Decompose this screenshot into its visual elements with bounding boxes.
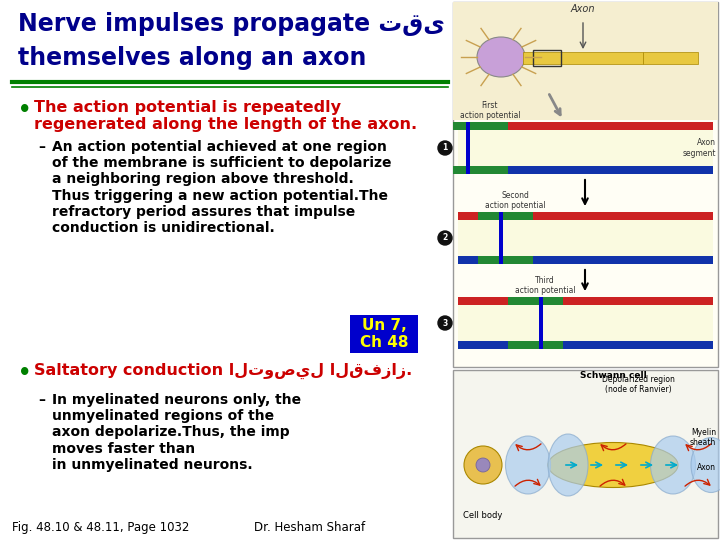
Bar [508,297,563,305]
Text: 3: 3 [442,319,448,327]
Text: In myelinated neurons only, the
unmyelinated regions of the
axon depolarize.Thus: In myelinated neurons only, the unmyelin… [52,393,301,472]
Bar [458,297,713,305]
Bar [458,341,713,349]
Ellipse shape [476,458,490,472]
Bar [453,122,508,130]
Text: First
action potential: First action potential [459,100,521,120]
Ellipse shape [464,446,502,484]
Bar [350,315,418,353]
Text: Saltatory conduction التوصيل القفزاز.: Saltatory conduction التوصيل القفزاز. [34,363,413,379]
Text: –: – [38,140,45,154]
Bar [458,212,713,220]
Text: Third
action potential: Third action potential [515,275,575,295]
Circle shape [438,231,452,245]
Bar [478,256,533,264]
Bar [453,2,718,120]
Text: Fig. 48.10 & 48.11, Page 1032: Fig. 48.10 & 48.11, Page 1032 [12,521,189,534]
Bar [458,122,713,174]
Text: •: • [18,100,32,120]
Text: Un 7,
Ch 48: Un 7, Ch 48 [360,318,408,350]
Bar [458,297,713,349]
Bar [643,52,698,64]
Text: The action potential is repeatedly
regenerated along the length of the axon.: The action potential is repeatedly regen… [34,100,417,132]
Bar [508,341,563,349]
Text: Schwann cell: Schwann cell [580,371,647,380]
Text: Axon: Axon [571,4,595,14]
Text: Second
action potential: Second action potential [485,191,545,210]
Bar [458,166,713,174]
Circle shape [438,141,452,155]
Text: Nerve impulses propagate تقى: Nerve impulses propagate تقى [18,12,445,36]
Bar [453,166,508,174]
Bar [458,122,713,130]
Text: 2: 2 [442,233,448,242]
Text: Depolarized region
(node of Ranvier): Depolarized region (node of Ranvier) [602,375,675,394]
Bar [523,52,643,64]
Bar [458,256,713,264]
Bar [453,2,718,367]
Ellipse shape [650,436,696,494]
Bar [539,297,543,349]
Bar [499,212,503,264]
Text: Cell body: Cell body [463,511,503,520]
Text: themselves along an axon: themselves along an axon [18,46,366,70]
Bar [466,122,470,174]
Text: 1: 1 [442,144,448,152]
Ellipse shape [691,437,720,492]
Text: –: – [38,393,45,407]
Text: An action potential achieved at one region
of the membrane is sufficient to depo: An action potential achieved at one regi… [52,140,392,235]
Text: •: • [18,363,32,383]
Text: Myelin
sheath: Myelin sheath [690,428,716,447]
Ellipse shape [477,37,525,77]
Ellipse shape [548,442,678,488]
Bar [453,370,718,538]
Ellipse shape [505,436,551,494]
Text: Axon: Axon [697,463,716,472]
Text: Dr. Hesham Sharaf: Dr. Hesham Sharaf [254,521,366,534]
Ellipse shape [548,434,588,496]
Bar [533,50,561,66]
Circle shape [438,316,452,330]
Bar [478,212,533,220]
Text: Axon
segment: Axon segment [683,138,716,158]
Bar [458,212,713,264]
